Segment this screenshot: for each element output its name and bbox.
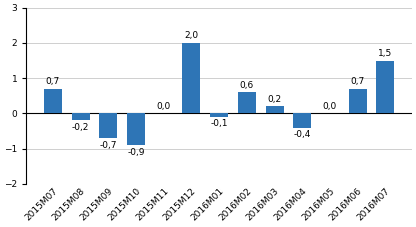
Bar — [293, 114, 311, 128]
Text: 0,6: 0,6 — [240, 81, 254, 90]
Text: -0,9: -0,9 — [127, 148, 145, 157]
Bar — [44, 89, 62, 114]
Bar — [376, 61, 394, 114]
Text: -0,2: -0,2 — [72, 123, 89, 132]
Bar — [127, 114, 145, 145]
Text: 0,2: 0,2 — [267, 95, 282, 104]
Bar — [183, 43, 201, 114]
Text: 0,0: 0,0 — [323, 102, 337, 111]
Text: 0,0: 0,0 — [156, 102, 171, 111]
Bar — [210, 114, 228, 117]
Text: 0,7: 0,7 — [46, 77, 60, 86]
Text: 2,0: 2,0 — [184, 32, 198, 40]
Text: -0,1: -0,1 — [210, 119, 228, 128]
Bar — [349, 89, 366, 114]
Bar — [238, 92, 256, 114]
Bar — [99, 114, 117, 138]
Bar — [265, 106, 284, 114]
Text: 1,5: 1,5 — [378, 49, 392, 58]
Text: 0,7: 0,7 — [351, 77, 365, 86]
Bar — [72, 114, 90, 121]
Text: -0,4: -0,4 — [294, 130, 311, 139]
Text: -0,7: -0,7 — [99, 141, 117, 150]
